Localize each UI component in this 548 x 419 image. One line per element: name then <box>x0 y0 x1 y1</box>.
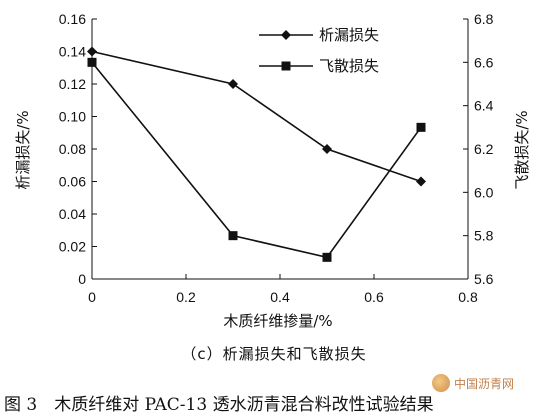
watermark-text: 中国沥青网 <box>454 376 515 391</box>
legend-label-2: 飞散损失 <box>319 57 379 75</box>
right-tick-label: 6.2 <box>474 141 494 157</box>
series-line-1 <box>91 50 422 183</box>
right-axis-ticks: 5.6 5.8 6.0 6.2 6.4 6.6 6.8 <box>463 11 494 287</box>
right-tick-label: 6.4 <box>474 98 494 114</box>
right-tick-label: 6.6 <box>474 54 494 70</box>
left-tick-label: 0 <box>78 271 86 287</box>
subcaption: （c）析漏损失和飞散损失 <box>181 345 367 363</box>
series-1-point <box>416 176 426 187</box>
left-tick-label: 0.16 <box>59 11 86 27</box>
series-2-point <box>416 122 426 132</box>
left-tick-label: 0.06 <box>59 174 86 190</box>
x-tick-label: 0 <box>88 289 96 305</box>
x-tick-label: 0.4 <box>270 289 290 305</box>
series-1-point <box>228 79 238 89</box>
x-tick-label: 0.2 <box>176 289 196 305</box>
x-tick-label: 0.8 <box>458 289 478 305</box>
left-axis-title: 析漏损失/% <box>14 110 32 189</box>
x-axis-title: 木质纤维掺量/% <box>223 312 332 330</box>
series-lines <box>91 50 422 259</box>
left-tick-label: 0.12 <box>59 76 86 92</box>
x-axis-ticks: 0 0.2 0.4 0.6 0.8 <box>88 274 478 305</box>
legend-marker-1 <box>281 30 291 40</box>
left-tick-label: 0.10 <box>59 109 86 125</box>
right-tick-label: 5.6 <box>474 271 494 287</box>
left-tick-label: 0.04 <box>59 206 86 222</box>
right-tick-label: 5.8 <box>474 228 494 244</box>
right-axis-title: 飞散损失/% <box>513 110 531 189</box>
watermark: 中国沥青网 <box>432 371 544 395</box>
series-line-2 <box>91 61 422 259</box>
right-tick-label: 6.8 <box>474 11 494 27</box>
left-axis-ticks: 0 0.02 0.04 0.06 0.08 0.10 0.12 0.14 0.16 <box>59 11 97 287</box>
series-1-point <box>87 46 97 57</box>
left-tick-label: 0.14 <box>59 44 86 60</box>
series-markers <box>87 46 426 262</box>
left-tick-label: 0.02 <box>59 239 86 255</box>
legend-label-1: 析漏损失 <box>319 26 379 44</box>
right-tick-label: 6.0 <box>474 184 494 200</box>
figure-caption: 图 3 木质纤维对 PAC-13 透水沥青混合料改性试验结果 <box>4 395 434 415</box>
series-2-point <box>87 57 97 67</box>
series-1-point <box>322 144 332 154</box>
left-tick-label: 0.08 <box>59 141 86 157</box>
x-tick-label: 0.6 <box>364 289 384 305</box>
legend-marker-2 <box>281 61 291 71</box>
series-2-point <box>322 252 332 262</box>
series-2-point <box>228 231 238 241</box>
watermark-logo-icon <box>432 374 450 392</box>
plot-frame <box>91 19 469 280</box>
